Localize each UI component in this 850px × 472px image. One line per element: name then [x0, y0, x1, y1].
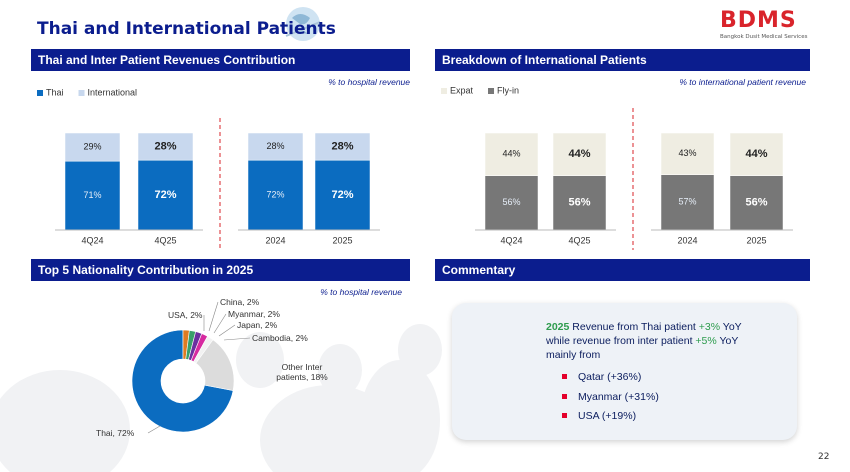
data-label: 71%	[83, 190, 101, 200]
x-tick-label: 2024	[265, 235, 285, 245]
legend-swatch	[488, 88, 495, 94]
commentary-segment: Revenue from Thai patient	[569, 321, 699, 333]
x-tick-label: 4Q25	[154, 235, 176, 245]
leader-line	[218, 324, 236, 337]
legend-label: Fly-in	[497, 85, 519, 95]
bar-segment	[64, 160, 121, 231]
section-header: Breakdown of International Patients	[435, 49, 810, 71]
chart-note: % to international patient revenue	[679, 77, 806, 87]
bullet-marker	[562, 374, 567, 379]
page-number: 22	[818, 452, 830, 462]
legend-label: International	[88, 87, 138, 97]
bar-segment	[247, 132, 304, 161]
data-label: 28%	[331, 140, 353, 152]
data-label: 44%	[568, 148, 590, 160]
data-label: 43%	[678, 148, 696, 158]
data-label: 72%	[154, 189, 176, 201]
commentary-segment: +5%	[695, 335, 717, 347]
x-tick-label: 4Q25	[568, 235, 590, 245]
leader-line	[147, 425, 161, 434]
bar-segment	[64, 132, 121, 162]
legend-swatch	[37, 90, 43, 96]
x-tick-label: 2025	[746, 235, 766, 245]
x-tick-label: 4Q24	[81, 235, 103, 245]
x-tick-label: 4Q24	[500, 235, 522, 245]
section-header: Top 5 Nationality Contribution in 2025	[31, 259, 410, 281]
data-label: 28%	[154, 140, 176, 152]
bullet-text: Myanmar (+31%)	[578, 390, 659, 403]
bar-segment	[552, 132, 607, 176]
bar-segment	[552, 175, 607, 231]
legend-swatch	[441, 88, 447, 94]
bar-segment	[729, 132, 784, 176]
bullet-marker	[562, 413, 567, 418]
section-header: Thai and Inter Patient Revenues Contribu…	[31, 49, 410, 71]
commentary-segment: YoY while revenue from inter patient	[546, 321, 742, 347]
data-label: Japan, 2%	[237, 320, 278, 330]
data-label: China, 2%	[220, 297, 260, 307]
leader-line	[208, 301, 219, 332]
bar-segment	[484, 175, 539, 231]
donut-slice	[131, 329, 234, 433]
bar-segment	[137, 159, 194, 231]
x-tick-label: 2025	[332, 235, 352, 245]
donut-slice	[195, 339, 235, 391]
logo: BDMS	[720, 8, 797, 33]
bullet-text: USA (+19%)	[578, 410, 637, 422]
data-label: 57%	[678, 197, 696, 207]
slide-title: Thai and International Patients	[37, 19, 336, 39]
x-tick-label: 2024	[677, 235, 697, 245]
data-label: USA, 2%	[168, 310, 203, 320]
leader-line	[213, 313, 227, 334]
silhouettes	[0, 324, 442, 472]
data-label: 56%	[502, 197, 520, 207]
commentary-text: 2025 Revenue from Thai patient +3% YoY w…	[546, 320, 768, 362]
bullet-marker	[562, 393, 567, 399]
bar-segment	[247, 159, 304, 231]
data-label: Other Inter patients, 18%	[276, 362, 328, 382]
commentary-card	[452, 303, 797, 440]
data-label: 29%	[83, 141, 101, 151]
legend-swatch	[78, 90, 85, 96]
commentary-segment: +3%	[698, 321, 721, 333]
data-label: 56%	[745, 197, 767, 209]
commentary-segment: YoY mainly from	[546, 335, 739, 361]
bullet-text: Qatar (+36%)	[578, 371, 642, 383]
bar-segment	[484, 132, 539, 176]
bar-segment	[314, 159, 371, 231]
bar-segment	[314, 132, 371, 161]
chart-note: % to hospital revenue	[320, 287, 402, 297]
bar-segment	[729, 175, 784, 231]
commentary-segment: 2025	[546, 321, 570, 333]
data-label: 44%	[745, 148, 767, 160]
legend-label: Expat	[450, 85, 474, 95]
leader-line	[223, 337, 251, 341]
chart-note: % to hospital revenue	[328, 77, 410, 87]
bar-segment	[137, 132, 194, 161]
data-label: Myanmar, 2%	[228, 309, 280, 319]
section-header: Commentary	[435, 259, 810, 281]
data-label: Thai, 72%	[96, 428, 135, 438]
legend-label: Thai	[46, 87, 64, 97]
globe-icon	[285, 7, 321, 41]
data-label: 72%	[266, 189, 284, 199]
bar-segment	[660, 174, 715, 231]
bar-segment	[660, 132, 715, 175]
data-label: 28%	[266, 141, 284, 151]
logo-subtitle: Bangkok Dusit Medical Services	[720, 34, 808, 40]
data-label: 44%	[502, 149, 520, 159]
data-label: 56%	[568, 197, 590, 209]
data-label: 72%	[331, 189, 353, 201]
data-label: Cambodia, 2%	[252, 333, 308, 343]
